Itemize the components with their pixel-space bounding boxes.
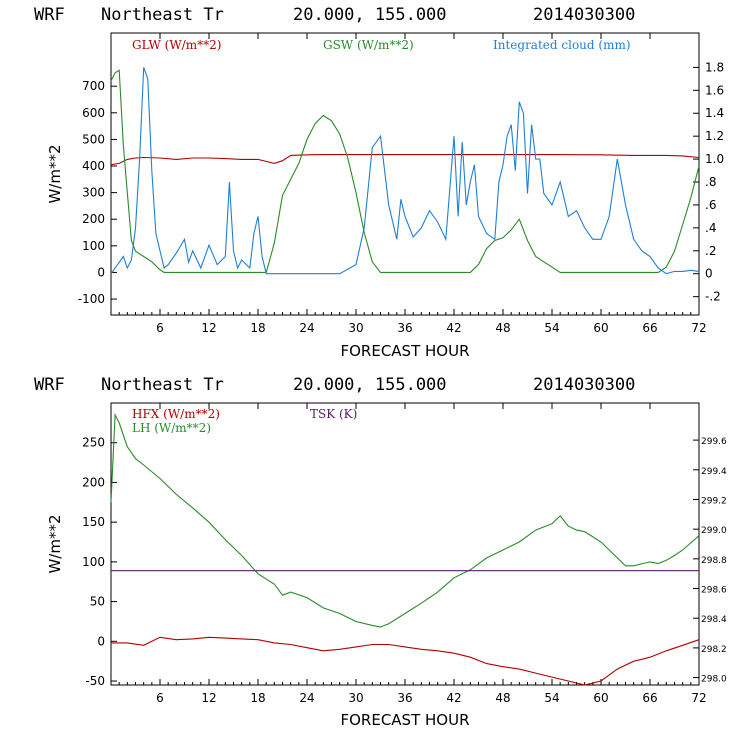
- y-right-tick-label: .2: [705, 244, 716, 258]
- series-lines: [110, 67, 700, 275]
- x-tick-label: 24: [299, 321, 314, 335]
- series-line-1: [110, 412, 700, 628]
- y-right-tick-label: 299.2: [701, 496, 727, 506]
- y-axis-left-ticks: -100 0 100 200 300 400 500 600 700: [78, 79, 117, 306]
- x-tick-label: 30: [348, 691, 363, 705]
- legend-lh: LH (W/m**2): [132, 421, 211, 435]
- plot-frame: [110, 402, 700, 686]
- y-right-tick-label: .6: [705, 198, 716, 212]
- x-tick-label: 42: [446, 691, 461, 705]
- y-right-tick-label: 1.0: [705, 152, 724, 166]
- legend-hfx: HFX (W/m**2): [132, 407, 220, 421]
- series-lines: [110, 412, 700, 686]
- y-axis-label: W/m**2: [46, 144, 64, 203]
- y-tick-label: 600: [82, 106, 105, 120]
- y-right-tick-label: .8: [705, 175, 716, 189]
- legend-glw: GLW (W/m**2): [132, 38, 221, 52]
- series-line-0: [110, 154, 700, 166]
- y-right-tick-label: 299.0: [701, 526, 727, 536]
- y-right-tick-label: 0: [705, 267, 713, 281]
- x-tick-label: 12: [201, 691, 216, 705]
- x-tick-label: 24: [299, 691, 314, 705]
- x-tick-label: 48: [495, 321, 510, 335]
- x-tick-label: 42: [446, 321, 461, 335]
- y-right-tick-label: 299.4: [701, 467, 727, 477]
- x-tick-label: 30: [348, 321, 363, 335]
- x-tick-label: 48: [495, 691, 510, 705]
- y-axis-left-ticks: -50 0 50 100 150 200 250: [82, 436, 117, 688]
- x-tick-label: 66: [642, 691, 657, 705]
- x-tick-label: 6: [156, 321, 164, 335]
- x-axis-ticks: 6 12 18 24 30 36 42 48 54 60 66 72: [118, 33, 707, 335]
- y-tick-label: 50: [90, 595, 105, 609]
- x-tick-label: 72: [691, 691, 706, 705]
- y-right-tick-label: 1.4: [705, 106, 724, 120]
- series-line-1: [110, 69, 700, 273]
- x-tick-label: 60: [593, 691, 608, 705]
- x-tick-label: 36: [397, 321, 412, 335]
- y-right-tick-label: 298.0: [701, 675, 727, 685]
- y-axis-right-ticks: 298.0 298.2 298.4 298.6 298.8 299.0 299.2 299.4…: [693, 437, 727, 685]
- x-tick-label: 36: [397, 691, 412, 705]
- x-axis-label: FORECAST HOUR: [340, 342, 469, 360]
- x-tick-label: 18: [250, 691, 265, 705]
- y-right-tick-label: 298.8: [701, 556, 727, 566]
- header-coords: 20.000, 155.000: [293, 5, 447, 25]
- y-right-tick-label: 298.6: [701, 586, 727, 596]
- series-line-0: [111, 636, 700, 686]
- x-tick-label: 54: [544, 321, 559, 335]
- x-tick-label: 12: [201, 321, 216, 335]
- y-tick-label: 100: [82, 555, 105, 569]
- x-tick-label: 60: [593, 321, 608, 335]
- top-chart: WRF Northeast Tr 20.000, 155.000 2014030…: [34, 5, 724, 360]
- y-tick-label: 100: [82, 239, 105, 253]
- y-tick-label: 700: [82, 79, 105, 93]
- x-axis-ticks: 6 12 18 24 30 36 42 48 54 60 66 72: [118, 403, 707, 705]
- header-location: Northeast Tr: [101, 375, 224, 395]
- y-tick-label: 200: [82, 475, 105, 489]
- series-line-2: [110, 67, 700, 275]
- y-right-tick-label: 1.8: [705, 60, 724, 74]
- header-location: Northeast Tr: [101, 5, 224, 25]
- y-axis-label: W/m**2: [46, 514, 64, 573]
- header-coords: 20.000, 155.000: [293, 375, 447, 395]
- header-model: WRF: [34, 5, 65, 25]
- x-tick-label: 18: [250, 321, 265, 335]
- y-tick-label: 400: [82, 159, 105, 173]
- y-tick-label: 500: [82, 132, 105, 146]
- header-init-time: 2014030300: [533, 5, 635, 25]
- y-right-tick-label: .4: [705, 221, 716, 235]
- y-right-tick-label: 298.2: [701, 645, 727, 655]
- y-right-tick-label: 1.6: [705, 83, 724, 97]
- legend-tsk: TSK (K): [310, 407, 357, 421]
- y-tick-label: 300: [82, 186, 105, 200]
- y-right-tick-label: -.2: [705, 290, 721, 304]
- y-tick-label: -100: [78, 292, 105, 306]
- header-init-time: 2014030300: [533, 375, 635, 395]
- header-model: WRF: [34, 375, 65, 395]
- y-right-tick-label: 299.6: [701, 437, 727, 447]
- y-right-tick-label: 1.2: [705, 129, 724, 143]
- y-axis-right-ticks: -.2 0 .2 .4 .6 .8 1.0 1.2 1.4 1.6 1.8: [693, 60, 724, 304]
- legend-cloud: Integrated cloud (mm): [493, 38, 631, 52]
- x-tick-label: 72: [691, 321, 706, 335]
- y-tick-label: 150: [82, 515, 105, 529]
- x-tick-label: 54: [544, 691, 559, 705]
- y-tick-label: 200: [82, 212, 105, 226]
- y-right-tick-label: 298.4: [701, 615, 727, 625]
- x-tick-label: 66: [642, 321, 657, 335]
- y-tick-label: 0: [97, 634, 105, 648]
- y-tick-label: 0: [97, 265, 105, 279]
- y-tick-label: -50: [85, 674, 105, 688]
- x-axis-label: FORECAST HOUR: [340, 711, 469, 729]
- legend-gsw: GSW (W/m**2): [323, 38, 414, 52]
- y-tick-label: 250: [82, 436, 105, 450]
- bottom-chart: WRF Northeast Tr 20.000, 155.000 2014030…: [34, 375, 727, 729]
- x-tick-label: 6: [156, 691, 164, 705]
